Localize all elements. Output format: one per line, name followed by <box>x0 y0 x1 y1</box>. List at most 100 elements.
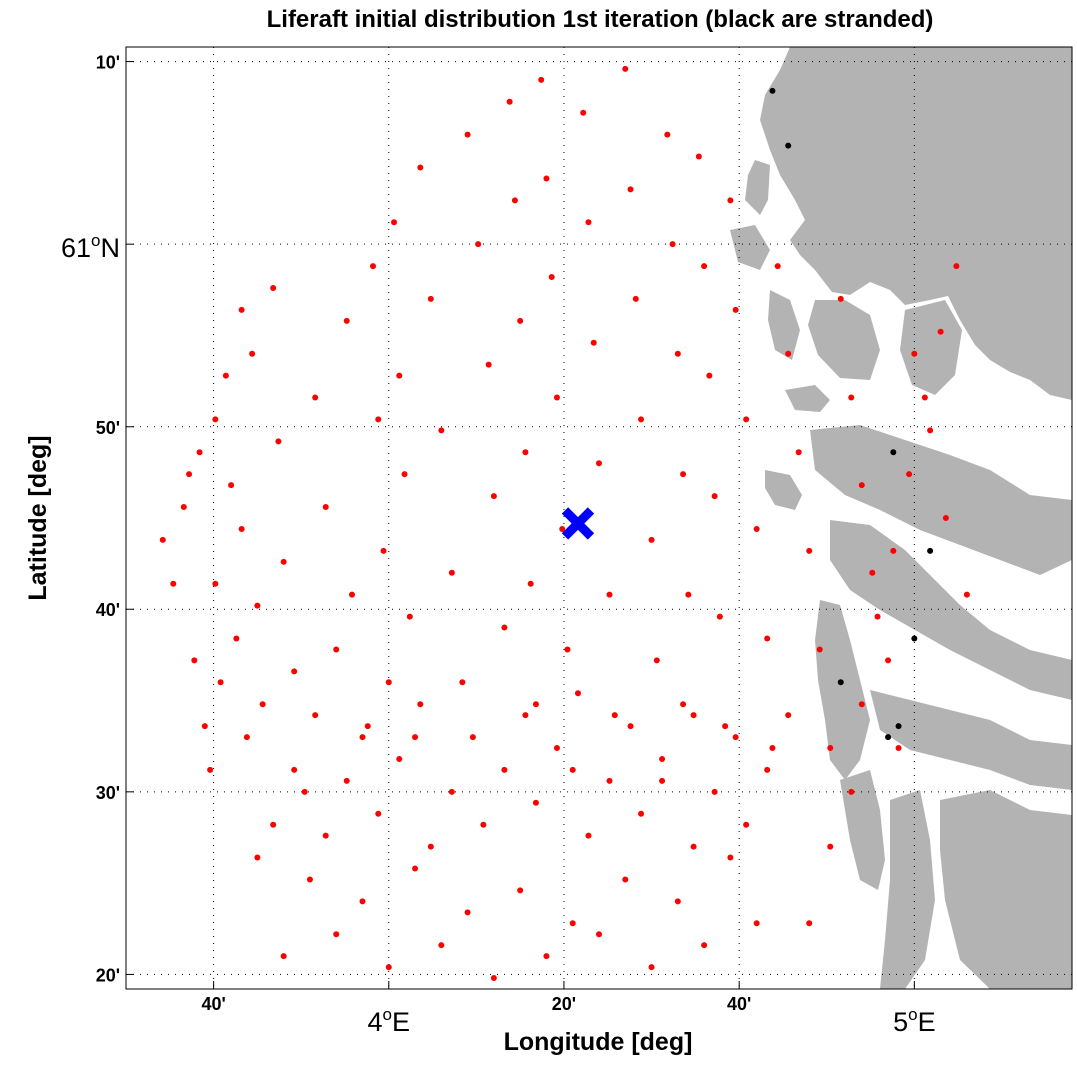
y-tick-label: 50' <box>96 418 120 438</box>
floating-point <box>475 241 482 248</box>
floating-point <box>459 679 466 686</box>
floating-point <box>701 263 708 270</box>
floating-point <box>648 536 655 543</box>
floating-point <box>885 657 892 664</box>
release-point-marker <box>561 507 595 540</box>
floating-point <box>238 306 245 313</box>
floating-point <box>569 920 576 927</box>
floating-point <box>333 646 340 653</box>
floating-point <box>553 745 560 752</box>
floating-point <box>359 898 366 905</box>
floating-point <box>580 109 587 116</box>
floating-point <box>207 766 214 773</box>
floating-point <box>370 263 377 270</box>
floating-point <box>417 164 424 171</box>
floating-point <box>963 591 970 598</box>
floating-point <box>191 657 198 664</box>
floating-point <box>170 580 177 587</box>
floating-point <box>517 887 524 894</box>
floating-point <box>375 810 382 817</box>
floating-point <box>706 372 713 379</box>
floating-point <box>627 186 634 193</box>
release-x-stroke <box>561 507 595 540</box>
floating-point <box>417 701 424 708</box>
floating-point <box>548 274 555 281</box>
y-tick-label: 30' <box>96 783 120 803</box>
floating-point <box>270 284 277 291</box>
floating-point <box>464 909 471 916</box>
floating-point <box>848 394 855 401</box>
floating-point <box>159 536 166 543</box>
floating-point <box>543 953 550 960</box>
floating-point <box>412 865 419 872</box>
stranded-point <box>785 142 792 149</box>
floating-point <box>606 591 613 598</box>
floating-point <box>622 65 629 72</box>
y-tick-label: 10' <box>96 53 120 73</box>
floating-point <box>375 416 382 423</box>
floating-point <box>180 504 187 511</box>
floating-point <box>680 701 687 708</box>
floating-point <box>427 295 434 302</box>
floating-point <box>222 372 229 379</box>
floating-point <box>385 964 392 971</box>
floating-point <box>306 876 313 883</box>
floating-point <box>243 734 250 741</box>
y-tick-label: 61oN <box>61 231 120 263</box>
floating-point <box>380 547 387 554</box>
plot-area <box>125 46 1073 990</box>
floating-point <box>874 613 881 620</box>
floating-point <box>553 394 560 401</box>
floating-point <box>249 350 256 357</box>
floating-point <box>827 843 834 850</box>
floating-point <box>596 460 602 467</box>
floating-point <box>343 777 350 784</box>
floating-point <box>680 471 687 478</box>
floating-point <box>291 668 298 675</box>
floating-point <box>527 580 534 587</box>
floating-point <box>659 777 666 784</box>
floating-point <box>927 427 934 434</box>
data-points <box>159 65 970 982</box>
floating-point <box>196 449 203 456</box>
floating-point <box>201 723 208 730</box>
floating-point <box>769 745 776 752</box>
floating-point <box>711 788 718 795</box>
floating-point <box>522 449 529 456</box>
floating-point <box>228 482 235 489</box>
floating-point <box>722 723 729 730</box>
floating-point <box>254 854 261 861</box>
floating-point <box>522 712 529 719</box>
floating-point <box>942 515 949 521</box>
floating-point <box>953 263 960 270</box>
floating-point <box>186 471 193 478</box>
floating-point <box>743 416 750 423</box>
floating-point <box>270 821 277 828</box>
floating-point <box>753 525 760 532</box>
y-tick-labels: 20' 30' 40' 50' 61oN 10' <box>61 53 120 986</box>
floating-point <box>233 635 240 642</box>
floating-point <box>532 701 539 708</box>
floating-point <box>469 734 476 741</box>
floating-point <box>806 920 813 927</box>
floating-point <box>464 131 471 138</box>
y-axis-label: Latitude [deg] <box>24 435 52 600</box>
stranded-point <box>895 723 902 730</box>
floating-point <box>921 394 928 401</box>
floating-point <box>911 350 918 357</box>
floating-point <box>585 832 592 839</box>
floating-point <box>506 98 513 105</box>
floating-point <box>690 712 697 719</box>
floating-point <box>785 712 792 719</box>
floating-point <box>669 241 676 248</box>
floating-point <box>711 493 718 500</box>
floating-point <box>217 679 224 686</box>
floating-point <box>501 766 508 773</box>
floating-point <box>312 394 319 401</box>
stranded-point <box>911 635 918 642</box>
floating-point <box>427 843 434 850</box>
floating-point <box>764 766 771 773</box>
floating-point <box>275 438 282 445</box>
floating-point <box>401 471 408 478</box>
floating-point <box>727 197 734 204</box>
